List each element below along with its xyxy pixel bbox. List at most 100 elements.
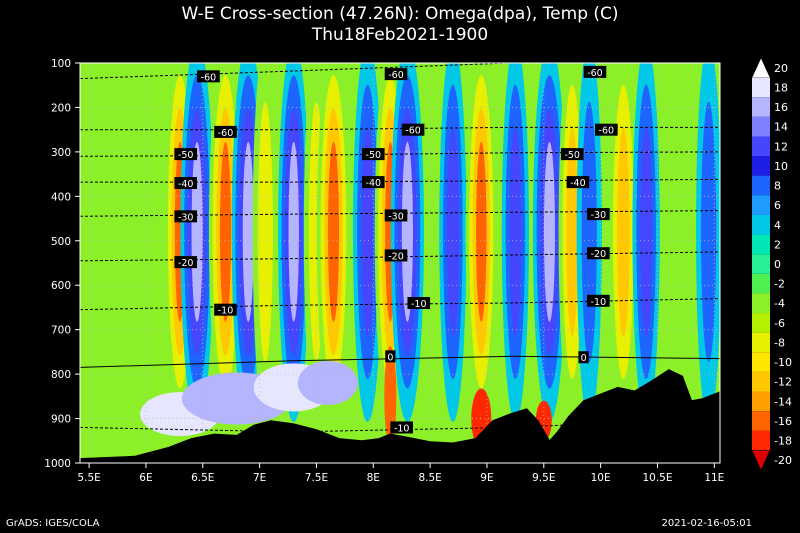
colorbar-cell — [752, 254, 770, 274]
colorbar-cell — [752, 313, 770, 333]
contour-label-bg — [384, 209, 408, 222]
colorbar-label: 18 — [774, 81, 788, 94]
colorbar-cell — [752, 175, 770, 196]
y-tick-label: 800 — [51, 369, 71, 381]
temperature-contour — [79, 298, 721, 311]
contour-label-bg — [214, 125, 237, 138]
y-tick-label: 600 — [51, 280, 71, 292]
colorbar-label: -14 — [774, 395, 792, 408]
colorbar-cell — [752, 195, 770, 215]
x-tick-label: 7.5E — [305, 472, 328, 484]
contour-label-bg — [385, 350, 396, 363]
contour-label-bg — [174, 177, 198, 189]
contour-label-bg — [174, 148, 198, 161]
colorbar-label: -20 — [774, 454, 792, 467]
omega-cell — [543, 141, 556, 322]
contour-label: -10 — [394, 423, 410, 434]
contour-label: -60 — [201, 72, 217, 83]
contour-label: -40 — [366, 178, 382, 189]
colorbar-label: 2 — [774, 238, 781, 251]
colorbar-cell — [751, 450, 771, 471]
colorbar-cell — [752, 411, 770, 431]
colorbar-label: 14 — [774, 121, 788, 134]
colorbar-cell — [752, 234, 770, 255]
colorbar-label: 6 — [774, 199, 781, 212]
x-tick-label: 11E — [704, 472, 724, 484]
colorbar-cell — [752, 116, 770, 137]
y-tick-label: 100 — [51, 58, 71, 70]
contour-label-bg — [401, 123, 425, 136]
contour-label: -50 — [178, 150, 194, 161]
contour-label-bg — [587, 208, 610, 221]
contour-label: -60 — [405, 126, 421, 137]
colorbar-cell — [752, 77, 770, 98]
omega-cell — [384, 346, 397, 447]
contour-label-bg — [174, 256, 198, 269]
colorbar-cell — [752, 371, 770, 392]
omega-cell — [257, 101, 273, 362]
colorbar-label: 8 — [774, 180, 781, 193]
contour-label: 0 — [387, 352, 393, 363]
y-tick-label: 200 — [51, 102, 71, 114]
contour-label: -40 — [178, 179, 194, 190]
terrain-surface — [79, 369, 721, 464]
contour-label: -50 — [366, 150, 382, 161]
x-tick-label: 9E — [480, 472, 493, 484]
colorbar-label: -16 — [774, 415, 792, 428]
omega-cell — [476, 141, 487, 322]
colorbar-label: 0 — [774, 258, 781, 271]
y-tick-label: 1000 — [44, 458, 71, 470]
contour-label: -60 — [587, 68, 603, 79]
contour-label: -30 — [591, 210, 607, 221]
omega-cell — [219, 141, 232, 322]
x-tick-label: 10.5E — [642, 472, 672, 484]
contour-label-bg — [583, 65, 607, 78]
contour-label-bg — [361, 176, 385, 189]
contour-label-bg — [560, 148, 584, 161]
colorbar-label: -2 — [774, 278, 785, 291]
x-tick-label: 8.5E — [418, 472, 441, 484]
omega-cell — [191, 141, 203, 322]
colorbar-label: 12 — [774, 140, 788, 153]
omega-cell — [701, 101, 717, 362]
omega-cell — [670, 63, 690, 422]
colorbar-label: 16 — [774, 101, 788, 114]
contour-label: 0 — [581, 353, 587, 364]
contour-label: -40 — [570, 178, 586, 189]
contour-label: -20 — [591, 249, 607, 260]
omega-cell — [581, 101, 597, 362]
contour-label-bg — [407, 297, 431, 309]
y-tick-label: 500 — [51, 236, 71, 248]
contour-label-bg — [214, 303, 237, 316]
chart-subtitle: Thu18Feb2021-1900 — [311, 25, 489, 45]
colorbar-cell — [752, 214, 770, 235]
omega-cell — [617, 127, 630, 337]
colorbar-cell — [752, 293, 770, 314]
temperature-contour — [80, 126, 720, 131]
omega-cell — [447, 127, 459, 337]
x-tick-label: 5.5E — [77, 472, 100, 484]
contour-label: -20 — [178, 258, 194, 269]
footer-timestamp: 2021-02-16-05:01 — [661, 518, 752, 529]
omega-cell — [509, 127, 522, 337]
contour-label-bg — [390, 421, 414, 434]
contour-label-bg — [587, 294, 610, 307]
x-tick-label: 10E — [591, 472, 611, 484]
colorbar-cell — [752, 156, 770, 176]
contour-label: -30 — [388, 211, 404, 222]
colorbar-cell — [752, 391, 770, 412]
contour-label: -60 — [599, 126, 615, 137]
omega-cell — [242, 141, 254, 322]
contour-label-bg — [197, 70, 220, 83]
omega-cell — [640, 127, 652, 337]
contour-label: -20 — [388, 251, 404, 262]
colorbar-cell — [752, 136, 770, 157]
y-tick-label: 900 — [51, 414, 71, 426]
x-tick-label: 8E — [367, 472, 380, 484]
contour-label-bg — [384, 68, 408, 81]
colorbar-label: -6 — [774, 317, 785, 330]
colorbar-label: 20 — [774, 62, 788, 75]
colorbar-cell — [752, 352, 770, 372]
footer-credit: GrADS: IGES/COLA — [6, 518, 100, 529]
contour-label-bg — [174, 210, 198, 223]
